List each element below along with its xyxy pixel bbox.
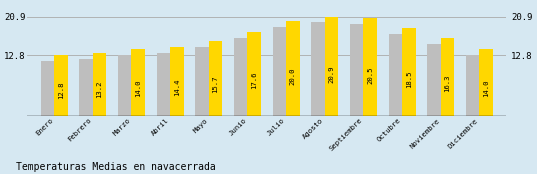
Bar: [466, 55, 480, 116]
Bar: [286, 21, 300, 116]
Bar: [273, 26, 286, 116]
Text: 12.8: 12.8: [58, 82, 64, 99]
Text: 20.5: 20.5: [367, 66, 373, 84]
Bar: [427, 44, 441, 116]
Bar: [118, 55, 132, 116]
Bar: [480, 49, 493, 116]
Bar: [195, 47, 209, 116]
Bar: [79, 59, 93, 116]
Text: 20.0: 20.0: [290, 67, 296, 85]
Bar: [209, 41, 222, 116]
Bar: [41, 61, 54, 116]
Text: 14.0: 14.0: [483, 79, 489, 97]
Bar: [402, 28, 416, 116]
Bar: [157, 53, 170, 116]
Text: 13.2: 13.2: [97, 81, 103, 98]
Bar: [389, 34, 402, 116]
Text: 16.3: 16.3: [445, 75, 451, 92]
Text: 17.6: 17.6: [251, 72, 257, 89]
Bar: [248, 32, 261, 116]
Text: 18.5: 18.5: [406, 70, 412, 88]
Bar: [54, 55, 68, 116]
Bar: [311, 22, 325, 116]
Bar: [234, 38, 248, 116]
Bar: [350, 24, 364, 116]
Text: 14.4: 14.4: [174, 78, 180, 96]
Text: Temperaturas Medias en navacerrada: Temperaturas Medias en navacerrada: [16, 162, 216, 172]
Bar: [93, 53, 106, 116]
Bar: [325, 17, 338, 116]
Bar: [170, 48, 184, 116]
Bar: [364, 18, 377, 116]
Bar: [441, 38, 454, 116]
Text: 20.9: 20.9: [329, 65, 335, 83]
Text: 15.7: 15.7: [213, 76, 219, 93]
Text: 14.0: 14.0: [135, 79, 141, 97]
Bar: [132, 49, 145, 116]
